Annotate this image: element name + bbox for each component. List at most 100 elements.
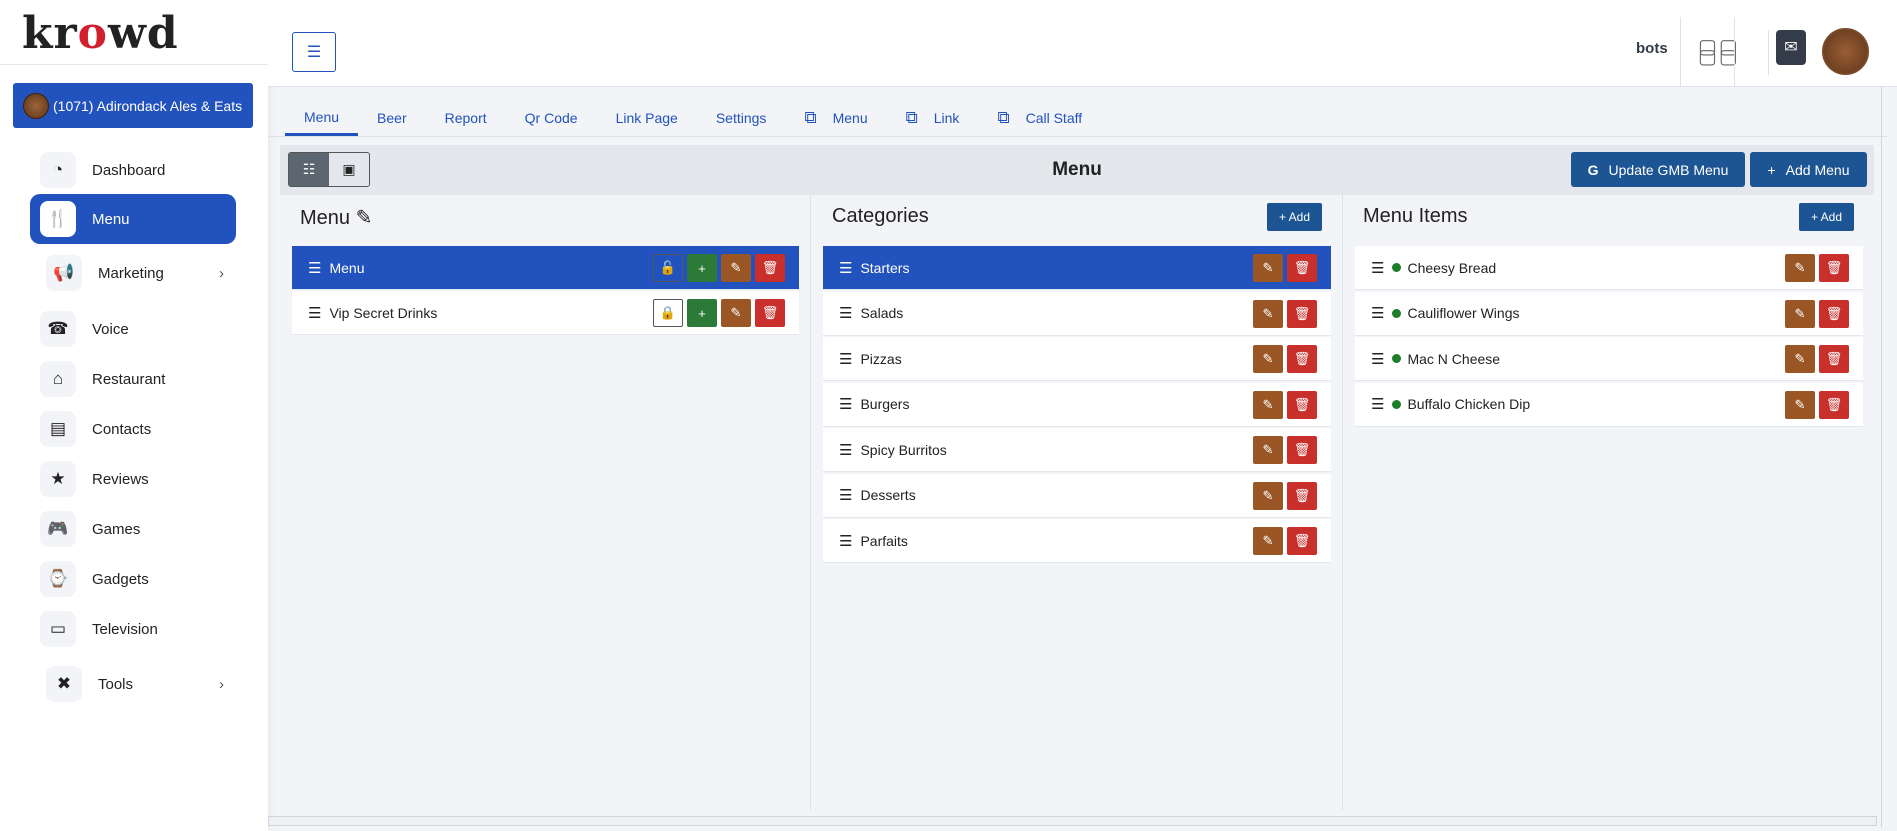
sidebar-item-contacts[interactable]: ▤ Contacts — [30, 404, 236, 454]
edit-button[interactable]: ✎ — [1253, 345, 1283, 373]
sidebar-item-label: Voice — [92, 320, 129, 338]
delete-button[interactable]: 🗑 — [755, 254, 785, 282]
messages-icon[interactable]: ✉ — [1776, 30, 1806, 65]
category-name: Salads — [860, 305, 904, 321]
delete-button[interactable]: 🗑 — [1819, 254, 1849, 282]
menu-item-row[interactable]: ☰ Mac N Cheese ✎ 🗑 — [1355, 337, 1863, 381]
gallery-view-button[interactable]: ▣ — [342, 161, 356, 177]
tab-menu[interactable]: Menu — [285, 100, 359, 136]
apps-grid-icon[interactable]: ▢▢ ▢▢ — [1698, 36, 1740, 68]
list-view-button[interactable]: ☷ — [289, 153, 329, 186]
tab-link-page[interactable]: Link Page — [597, 100, 697, 136]
sidebar-item-label: Marketing — [98, 264, 164, 282]
user-avatar[interactable] — [1822, 28, 1869, 75]
sidebar-item-gadgets[interactable]: ⌚ Gadgets — [30, 554, 236, 604]
business-avatar — [23, 92, 49, 119]
tab-report[interactable]: Report — [426, 100, 506, 136]
edit-icon[interactable]: ✎ — [355, 207, 373, 229]
edit-button[interactable]: ✎ — [1253, 527, 1283, 555]
add-menu-button[interactable]: + Add Menu — [1750, 152, 1867, 187]
delete-button[interactable]: 🗑 — [1819, 345, 1849, 373]
menu-item-row[interactable]: ☰ Buffalo Chicken Dip ✎ 🗑 — [1355, 382, 1863, 427]
add-menu-item-button[interactable]: + Add — [1799, 203, 1854, 231]
category-row[interactable]: ☰ Starters ✎ 🗑 — [823, 246, 1331, 290]
menu-item-row[interactable]: ☰ Cheesy Bread ✎ 🗑 — [1355, 246, 1863, 290]
category-row[interactable]: ☰ Pizzas ✎ 🗑 — [823, 337, 1331, 381]
update-gmb-menu-button[interactable]: G Update GMB Menu — [1571, 152, 1745, 187]
category-name: Parfaits — [860, 532, 908, 549]
chevron-right-icon: › — [219, 675, 224, 693]
add-button[interactable]: + — [687, 299, 717, 327]
drag-handle-icon[interactable]: ☰ — [839, 396, 853, 413]
drag-handle-icon[interactable]: ☰ — [839, 487, 853, 504]
edit-button[interactable]: ✎ — [1253, 436, 1283, 464]
horizontal-scrollbar[interactable] — [268, 816, 1877, 826]
category-row[interactable]: ☰ Salads ✎ 🗑 — [823, 291, 1331, 336]
sidebar-item-reviews[interactable]: ★ Reviews — [30, 454, 236, 504]
edit-button[interactable]: ✎ — [1785, 390, 1815, 419]
unlock-icon[interactable]: 🔓 — [653, 254, 683, 282]
krowd-logo[interactable]: krowd — [0, 0, 268, 65]
category-row[interactable]: ☰ Burgers ✎ 🗑 — [823, 382, 1331, 427]
edit-button[interactable]: ✎ — [1253, 390, 1283, 419]
drag-handle-icon[interactable]: ☰ — [1371, 305, 1385, 322]
menu-row[interactable]: ☰ Menu 🔓 + ✎ 🗑 — [292, 246, 799, 290]
drag-handle-icon[interactable]: ☰ — [839, 350, 853, 368]
tab-bar: Menu Beer Report Qr Code Link Page Settings ⧉ M… — [285, 100, 1101, 136]
drag-handle-icon[interactable]: ☰ — [308, 259, 322, 277]
delete-button[interactable]: 🗑 — [755, 299, 785, 327]
delete-button[interactable]: 🗑 — [1287, 390, 1317, 419]
drag-handle-icon[interactable]: ☰ — [1371, 350, 1385, 368]
drag-handle-icon[interactable]: ☰ — [839, 305, 853, 322]
sidebar-item-dashboard[interactable]: ◔ Dashboard — [30, 145, 236, 195]
menu-item-row[interactable]: ☰ Cauliflower Wings ✎ 🗑 — [1355, 291, 1863, 336]
tab-call-staff-external[interactable]: ⧉ Call Staff — [978, 100, 1101, 136]
delete-button[interactable]: 🗑 — [1287, 299, 1317, 328]
sidebar-item-restaurant[interactable]: ⌂ Restaurant — [30, 354, 236, 404]
category-row[interactable]: ☰ Spicy Burritos ✎ 🗑 — [823, 428, 1331, 472]
sidebar-item-marketing[interactable]: 📢 Marketing › — [36, 248, 242, 298]
edit-button[interactable]: ✎ — [1253, 481, 1283, 510]
sidebar-item-menu[interactable]: 🍴 Menu — [30, 194, 236, 244]
edit-button[interactable]: ✎ — [1785, 345, 1815, 373]
lock-icon[interactable]: 🔒 — [653, 299, 683, 327]
delete-button[interactable]: 🗑 — [1287, 481, 1317, 510]
drag-handle-icon[interactable]: ☰ — [1371, 259, 1385, 277]
tab-qr-code[interactable]: Qr Code — [506, 100, 597, 136]
edit-button[interactable]: ✎ — [1253, 254, 1283, 282]
drag-handle-icon[interactable]: ☰ — [1371, 396, 1385, 413]
drag-handle-icon[interactable]: ☰ — [839, 441, 853, 459]
google-icon: G — [1587, 161, 1599, 178]
edit-button[interactable]: ✎ — [1785, 299, 1815, 328]
edit-button[interactable]: ✎ — [721, 254, 751, 282]
sidebar-item-games[interactable]: 🎮 Games — [30, 504, 236, 554]
sidebar-item-tools[interactable]: ✖ Tools › — [36, 659, 242, 709]
tab-beer[interactable]: Beer — [358, 100, 426, 136]
delete-button[interactable]: 🗑 — [1287, 527, 1317, 555]
drag-handle-icon[interactable]: ☰ — [308, 304, 322, 322]
sidebar-item-voice[interactable]: ☎ Voice — [30, 304, 236, 354]
category-row[interactable]: ☰ Parfaits ✎ 🗑 — [823, 519, 1331, 563]
category-row[interactable]: ☰ Desserts ✎ 🗑 — [823, 473, 1331, 518]
business-selector[interactable]: (1071) Adirondack Ales & Eats — [13, 83, 253, 128]
delete-button[interactable]: 🗑 — [1287, 345, 1317, 373]
delete-button[interactable]: 🗑 — [1819, 299, 1849, 328]
vertical-scrollbar[interactable] — [1881, 87, 1889, 827]
delete-button[interactable]: 🗑 — [1819, 390, 1849, 419]
drag-handle-icon[interactable]: ☰ — [839, 259, 853, 277]
edit-button[interactable]: ✎ — [721, 299, 751, 327]
edit-button[interactable]: ✎ — [1253, 299, 1283, 328]
tab-settings[interactable]: Settings — [697, 100, 786, 136]
drag-handle-icon[interactable]: ☰ — [839, 532, 853, 550]
tab-menu-external[interactable]: ⧉ Menu — [785, 100, 886, 136]
delete-button[interactable]: 🗑 — [1287, 254, 1317, 282]
delete-button[interactable]: 🗑 — [1287, 436, 1317, 464]
menu-row[interactable]: ☰ Vip Secret Drinks 🔒 + ✎ 🗑 — [292, 291, 799, 335]
tab-link-external[interactable]: ⧉ Link — [887, 100, 979, 136]
bots-button[interactable]: bots — [1636, 40, 1668, 57]
edit-button[interactable]: ✎ — [1785, 254, 1815, 282]
sidebar-item-television[interactable]: ▭ Television — [30, 604, 236, 654]
add-category-button[interactable]: + Add — [1267, 203, 1322, 231]
hamburger-menu-button[interactable]: ☰ — [292, 32, 336, 72]
add-button[interactable]: + — [687, 254, 717, 282]
